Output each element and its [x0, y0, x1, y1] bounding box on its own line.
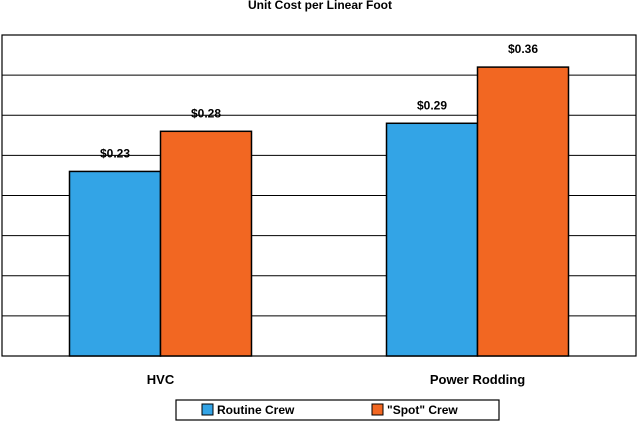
- bar: [159, 130, 253, 357]
- x-tick-label: Power Rodding: [430, 372, 525, 387]
- data-label: $0.23: [100, 146, 130, 160]
- legend: Routine Crew "Spot" Crew: [175, 399, 500, 421]
- data-label: $0.36: [508, 42, 538, 56]
- bar: [476, 66, 570, 357]
- data-label: $0.29: [417, 98, 447, 112]
- legend-box: [175, 399, 500, 421]
- legend-swatch: [371, 403, 384, 416]
- data-labels: $0.23 $0.28 $0.29 $0.36: [100, 42, 538, 160]
- bar: [68, 170, 162, 357]
- legend-swatch: [201, 403, 214, 416]
- bars: [68, 66, 570, 357]
- bar: [385, 122, 479, 357]
- x-axis: HVC Power Rodding: [147, 372, 525, 387]
- chart-title: Unit Cost per Linear Foot: [248, 0, 392, 12]
- data-label: $0.28: [191, 106, 221, 120]
- x-tick-label: HVC: [147, 372, 175, 387]
- legend-label: "Spot" Crew: [387, 403, 458, 417]
- legend-label: Routine Crew: [217, 403, 295, 417]
